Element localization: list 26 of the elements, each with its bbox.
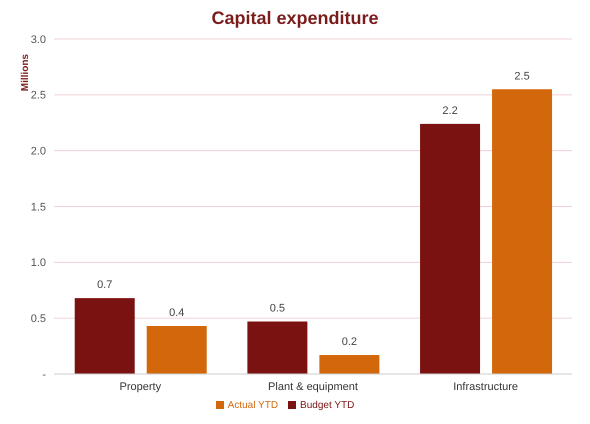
data-label: 2.2 xyxy=(442,104,458,117)
y-tick-label: 2.5 xyxy=(30,90,46,102)
x-tick-label: Property xyxy=(120,380,162,393)
bar xyxy=(247,322,308,374)
legend-label: Actual YTD xyxy=(228,400,278,411)
data-label: 0.2 xyxy=(342,336,358,348)
data-label: 0.7 xyxy=(97,279,112,292)
bar xyxy=(146,326,207,374)
bar xyxy=(319,355,380,374)
y-tick-label: 1.5 xyxy=(30,201,46,214)
data-label: 0.5 xyxy=(270,302,286,315)
y-tick-label: 2.0 xyxy=(30,146,46,158)
y-tick-label: - xyxy=(42,368,46,381)
x-tick-label: Plant & equipment xyxy=(268,380,358,393)
bar xyxy=(492,89,552,374)
y-tick-label: 3.0 xyxy=(30,34,46,46)
bar xyxy=(74,298,135,374)
legend-label: Budget YTD xyxy=(300,400,354,411)
y-axis-title: Millions xyxy=(20,54,32,92)
y-tick-label: 0.5 xyxy=(30,313,46,326)
data-label: 2.5 xyxy=(514,70,530,82)
y-tick-label: 1.0 xyxy=(30,257,46,270)
data-label: 0.4 xyxy=(169,306,184,319)
bar xyxy=(420,124,480,374)
x-tick-label: Infrastructure xyxy=(453,380,518,393)
chart-title: Capital expenditure xyxy=(210,8,380,29)
